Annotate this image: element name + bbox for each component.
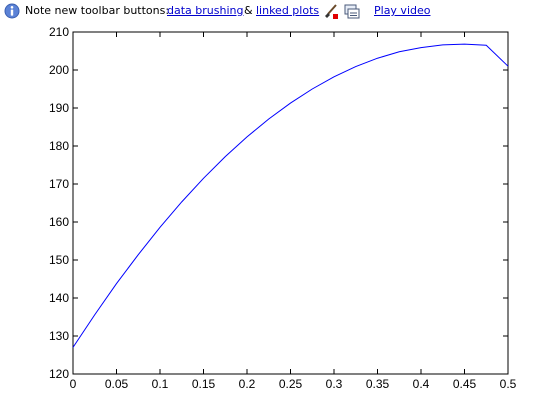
- series-line: [72, 43, 509, 348]
- data-brushing-link[interactable]: data brushing: [167, 4, 244, 17]
- x-tick-label: 0.05: [105, 377, 129, 391]
- x-tick-label: 0.45: [453, 377, 477, 391]
- toolbar-note-text: Note new toolbar buttons:: [25, 4, 170, 17]
- y-tick-label: 130: [49, 329, 69, 343]
- x-tick-label: 0: [70, 377, 77, 391]
- linked-plots-icon[interactable]: [343, 3, 361, 20]
- y-axis: 120 130 140 150 160 170 180 190 200 210: [49, 25, 508, 381]
- y-tick-label: 140: [49, 291, 69, 305]
- y-tick-label: 200: [49, 63, 69, 77]
- ampersand-text: &: [244, 4, 253, 17]
- x-tick-label: 0.3: [326, 377, 343, 391]
- y-tick-label: 170: [49, 177, 69, 191]
- y-tick-label: 160: [49, 215, 69, 229]
- x-tick-label: 0.5: [500, 377, 517, 391]
- brush-icon[interactable]: [322, 3, 340, 20]
- x-tick-label: 0.25: [279, 377, 303, 391]
- x-tick-label: 0.4: [413, 377, 430, 391]
- info-icon: [4, 3, 20, 19]
- x-axis: 0 0.05 0.1 0.15 0.2 0.25 0.3 0.35 0.4 0.45 0.5: [70, 32, 517, 391]
- x-tick-label: 0.1: [152, 377, 169, 391]
- x-tick-label: 0.15: [192, 377, 216, 391]
- axes-box: [72, 31, 509, 375]
- info-bar: Note new toolbar buttons: data brushing …: [0, 0, 560, 22]
- y-tick-label: 210: [49, 25, 69, 39]
- play-video-link[interactable]: Play video: [374, 4, 431, 17]
- y-tick-label: 180: [49, 139, 69, 153]
- x-tick-label: 0.35: [366, 377, 390, 391]
- y-tick-label: 120: [49, 367, 69, 381]
- x-tick-label: 0.2: [239, 377, 256, 391]
- y-tick-label: 190: [49, 101, 69, 115]
- y-tick-label: 150: [49, 253, 69, 267]
- linked-plots-link[interactable]: linked plots: [256, 4, 320, 17]
